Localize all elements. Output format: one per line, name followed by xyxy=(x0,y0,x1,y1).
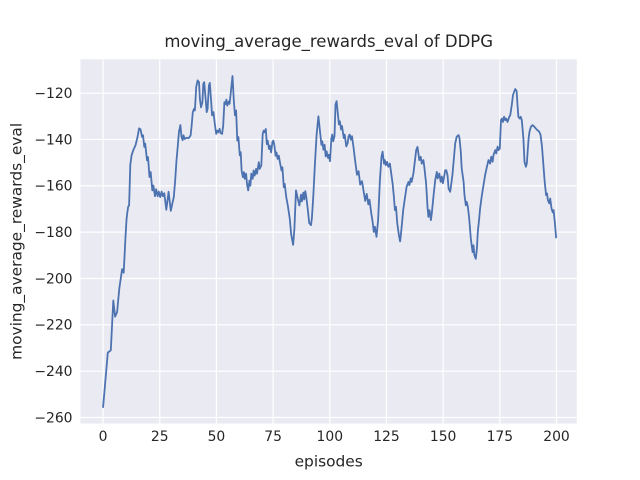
x-tick-label: 125 xyxy=(373,429,400,445)
x-tick-label: 75 xyxy=(264,429,282,445)
y-tick-label: −200 xyxy=(34,271,72,287)
y-axis-label: moving_average_rewards_eval xyxy=(8,123,27,360)
y-tick-label: −180 xyxy=(34,225,72,241)
x-tick-label: 50 xyxy=(208,429,226,445)
x-tick-label: 100 xyxy=(317,429,344,445)
x-tick-label: 175 xyxy=(487,429,514,445)
x-tick-label: 150 xyxy=(430,429,457,445)
chart-title: moving_average_rewards_eval of DDPG xyxy=(164,32,493,52)
x-axis-label: episodes xyxy=(295,453,363,471)
y-tick-label: −120 xyxy=(34,86,72,102)
plot-background xyxy=(80,59,577,424)
y-tick-label: −260 xyxy=(34,410,72,426)
x-tick-label: 0 xyxy=(99,429,108,445)
x-tick-label: 200 xyxy=(543,429,570,445)
reward-line xyxy=(102,75,557,409)
x-tick-label: 25 xyxy=(151,429,169,445)
y-tick-label: −220 xyxy=(34,318,72,334)
y-tick-label: −160 xyxy=(34,179,72,195)
plot-area xyxy=(80,59,577,424)
y-tick-label: −240 xyxy=(34,364,72,380)
y-tick-label: −140 xyxy=(34,132,72,148)
